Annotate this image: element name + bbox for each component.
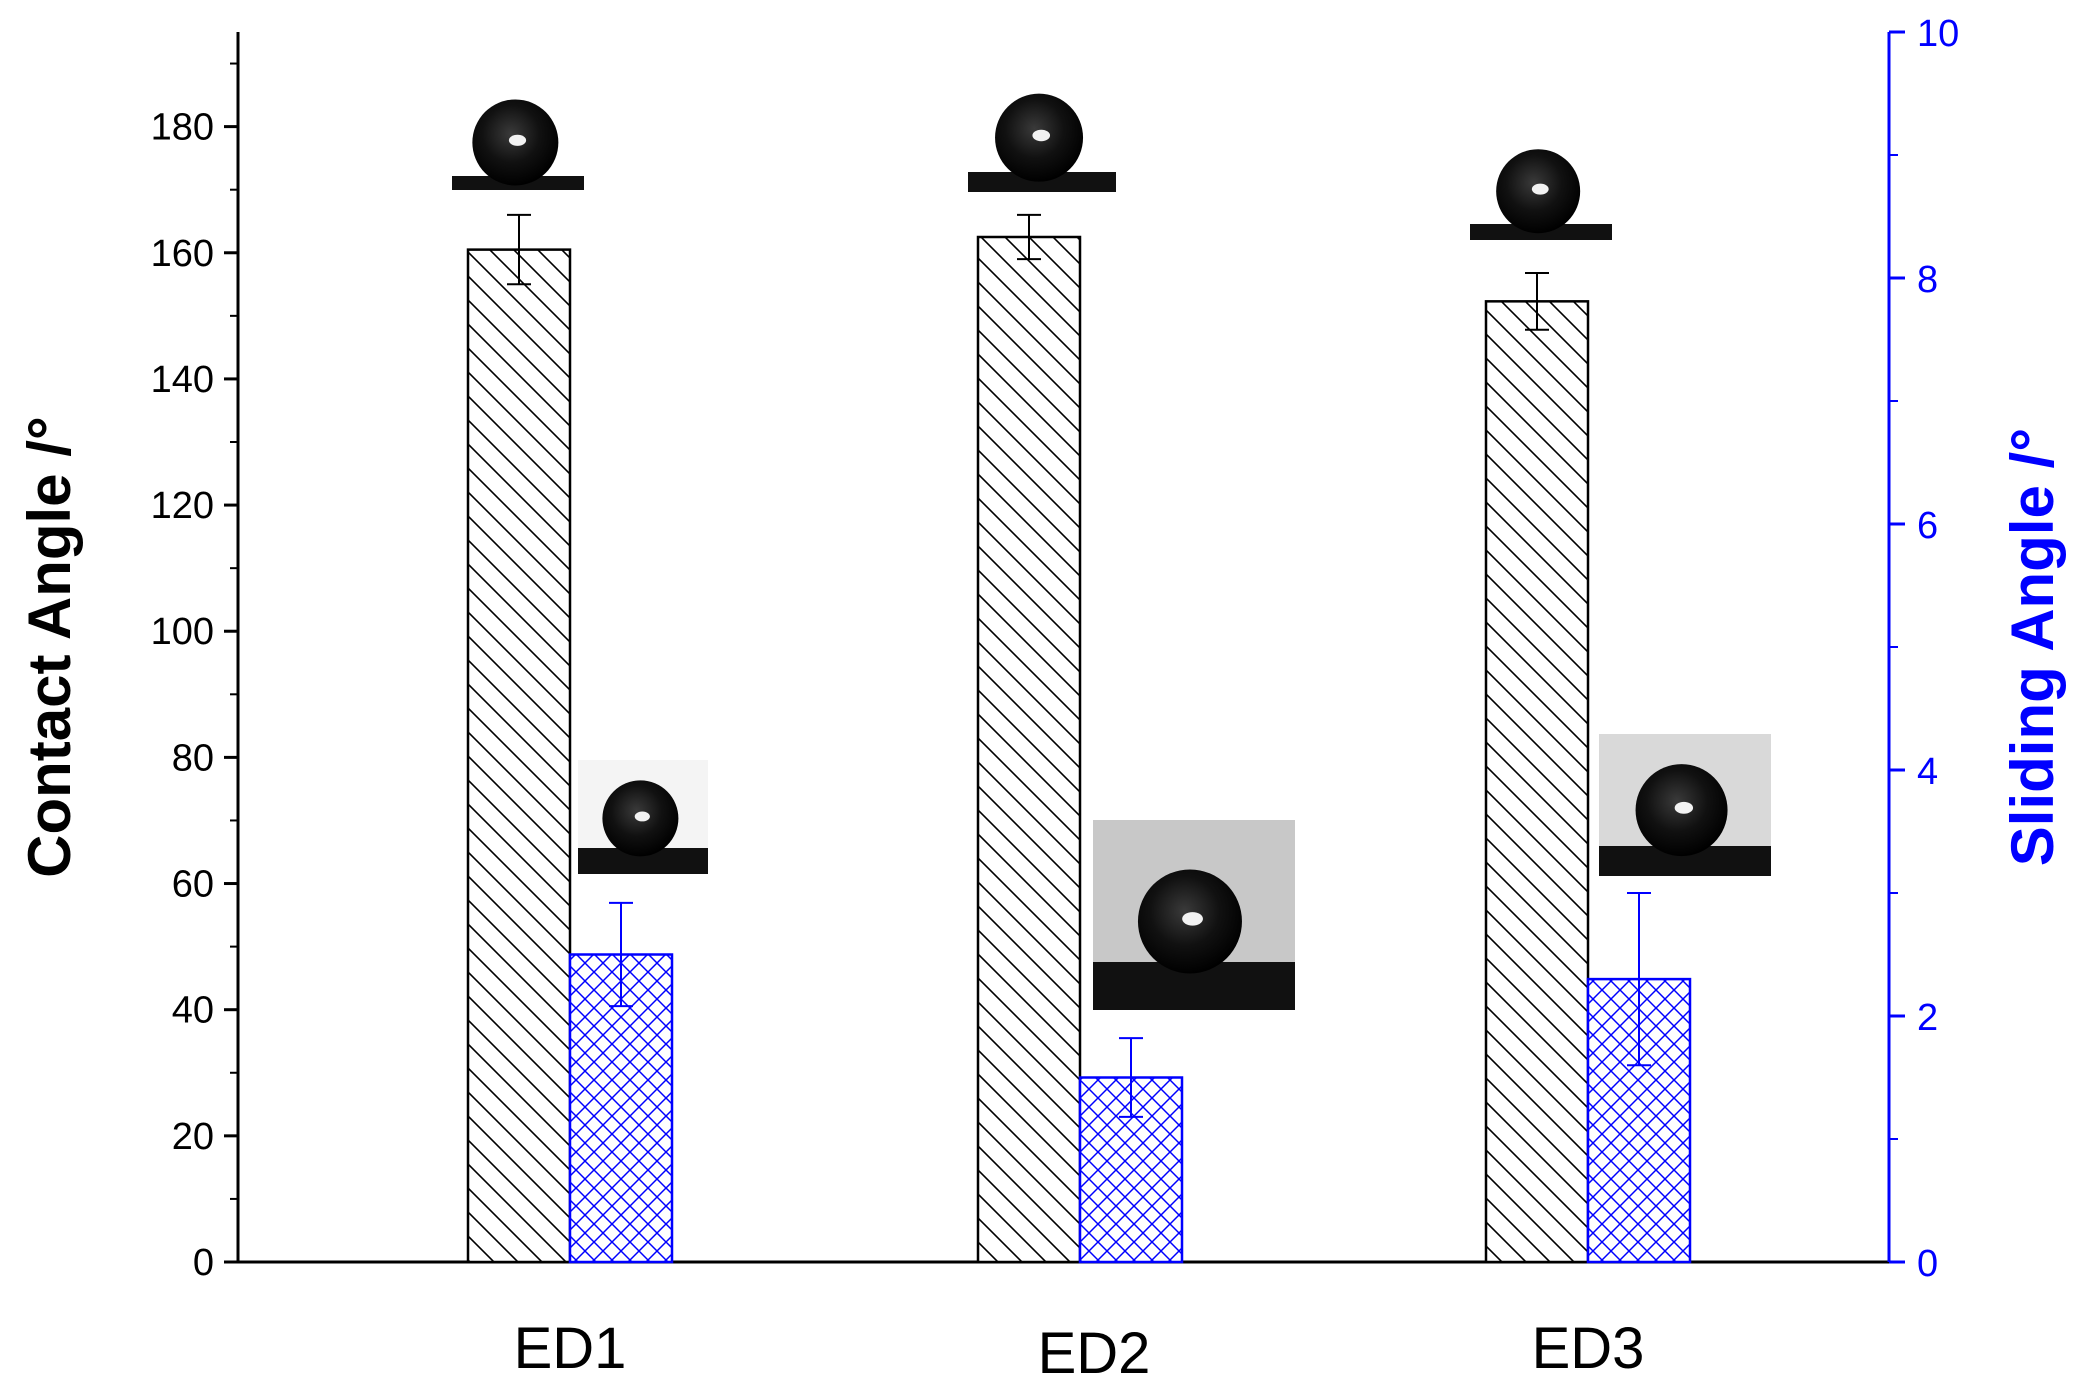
left-tick-label: 100 xyxy=(151,611,214,653)
left-tick-label: 120 xyxy=(151,485,214,527)
contact-angle-bar xyxy=(1484,300,1590,1264)
left-tick-label: 0 xyxy=(193,1242,214,1284)
left-tick-label: 80 xyxy=(172,737,214,779)
left-tick-label: 160 xyxy=(151,233,214,275)
droplet-image xyxy=(578,760,708,874)
y-right-axis-title: Sliding Angle /° xyxy=(1999,428,2066,866)
right-axis-ticks: 0 2 4 6 8 10 xyxy=(1889,13,1959,1285)
droplet-image xyxy=(968,86,1116,192)
right-tick-label: 4 xyxy=(1917,751,1938,793)
contact-angle-bar xyxy=(976,235,1082,1264)
droplet-image xyxy=(1599,734,1771,876)
y-left-axis-title: Contact Angle /° xyxy=(16,416,83,878)
bars xyxy=(466,213,1692,1264)
left-tick-label: 140 xyxy=(151,359,214,401)
left-tick-label: 180 xyxy=(151,107,214,149)
right-tick-label: 6 xyxy=(1917,505,1938,547)
droplet-image xyxy=(452,92,584,190)
left-tick-label: 20 xyxy=(172,1116,214,1158)
left-tick-label: 40 xyxy=(172,990,214,1032)
left-axis-ticks: 0 20 40 60 80 100 120 140 160 180 xyxy=(151,62,238,1284)
category-label: ED3 xyxy=(1532,1316,1645,1381)
droplet-insets xyxy=(452,86,1771,1010)
right-tick-label: 8 xyxy=(1917,259,1938,301)
category-labels: ED1 ED2 ED3 xyxy=(514,1316,1645,1386)
left-tick-label: 60 xyxy=(172,864,214,906)
right-tick-label: 10 xyxy=(1917,13,1959,55)
droplet-image xyxy=(1093,820,1295,1010)
right-tick-label: 0 xyxy=(1917,1243,1938,1285)
droplet-image xyxy=(1470,128,1612,240)
right-tick-label: 2 xyxy=(1917,997,1938,1039)
category-label: ED2 xyxy=(1038,1321,1151,1386)
category-label: ED1 xyxy=(514,1316,627,1381)
contact-angle-bar xyxy=(466,248,572,1264)
